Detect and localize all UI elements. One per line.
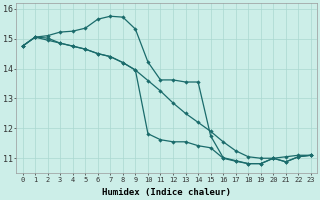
X-axis label: Humidex (Indice chaleur): Humidex (Indice chaleur) (102, 188, 231, 197)
